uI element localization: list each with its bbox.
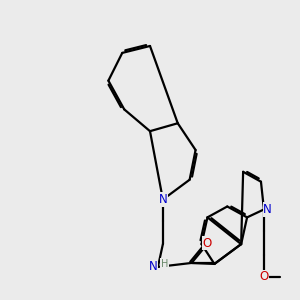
Text: H: H	[161, 259, 168, 269]
Text: N: N	[149, 260, 158, 273]
Text: N: N	[263, 203, 272, 216]
Text: N: N	[158, 193, 167, 206]
Text: O: O	[202, 237, 212, 250]
Text: O: O	[259, 270, 268, 283]
